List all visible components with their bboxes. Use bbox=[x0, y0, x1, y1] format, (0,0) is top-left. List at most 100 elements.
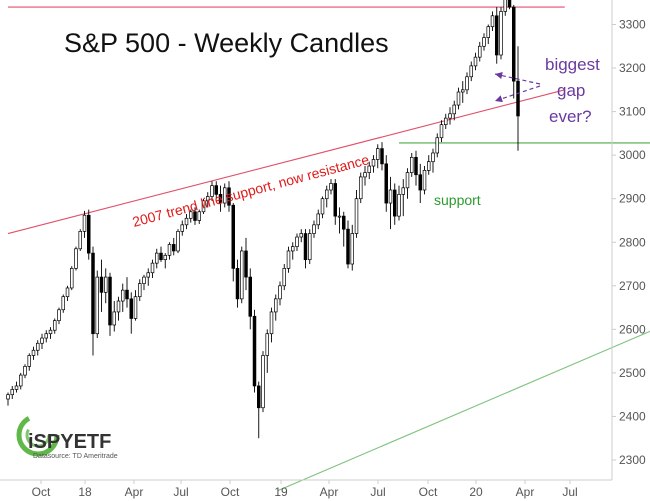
candle-body bbox=[61, 296, 65, 311]
y-tick-label: 2800 bbox=[619, 235, 646, 249]
candle-body bbox=[410, 156, 414, 173]
candle-body bbox=[401, 187, 406, 195]
tick-labels: 2300 2400 2500 2600 2700 2800 2900 3000 3100 3200… bbox=[32, 18, 646, 500]
candle-body bbox=[172, 244, 176, 252]
candle-body bbox=[6, 394, 10, 400]
x-tick-label: Oct bbox=[419, 485, 438, 499]
x-tick-label: Apr bbox=[516, 485, 535, 499]
candle-body bbox=[388, 189, 393, 204]
candle-body bbox=[235, 268, 240, 300]
y-tick-label: 3000 bbox=[619, 148, 646, 162]
candle-body bbox=[507, 0, 512, 8]
candle-body bbox=[133, 296, 138, 319]
x-tick-label: 20 bbox=[469, 485, 483, 499]
candle-body bbox=[469, 65, 474, 78]
candle-body bbox=[240, 250, 244, 300]
x-tick-label: Jul bbox=[370, 485, 385, 499]
candle-body bbox=[86, 214, 91, 254]
y-tick-label: 3300 bbox=[619, 18, 646, 32]
axes bbox=[0, 0, 613, 481]
candle-body bbox=[414, 156, 418, 176]
y-tick-label: 3100 bbox=[619, 105, 646, 119]
candle-body bbox=[23, 366, 27, 376]
candle-body bbox=[57, 309, 61, 321]
candle-body bbox=[495, 15, 499, 56]
candle-body bbox=[320, 198, 325, 215]
y-tick-label: 2300 bbox=[619, 453, 646, 467]
candle-body bbox=[308, 233, 312, 261]
candle-body bbox=[359, 176, 363, 200]
candle-body bbox=[74, 248, 78, 269]
x-tick-label: Oct bbox=[221, 485, 240, 499]
candle-body bbox=[223, 187, 227, 204]
candle-body bbox=[376, 148, 380, 160]
candle-body bbox=[516, 80, 520, 117]
candle-body bbox=[99, 276, 104, 293]
candle-body bbox=[214, 185, 219, 195]
y-tick-label: 2400 bbox=[619, 409, 646, 423]
candle-body bbox=[342, 215, 346, 230]
candle-body bbox=[129, 298, 134, 319]
candle-body bbox=[48, 329, 53, 335]
candle-body bbox=[189, 211, 193, 219]
candle-body bbox=[14, 385, 19, 390]
candle-body bbox=[452, 104, 457, 115]
candles bbox=[6, 0, 520, 439]
logo-text: iSPYETF bbox=[28, 431, 111, 453]
candle-body bbox=[180, 224, 185, 232]
candle-body bbox=[248, 276, 253, 317]
candle-body bbox=[299, 233, 304, 238]
candle-body bbox=[511, 6, 516, 82]
logo-ring-icon bbox=[16, 413, 60, 457]
candle-body bbox=[393, 189, 397, 217]
candle-body bbox=[499, 11, 503, 56]
y-tick-label: 2700 bbox=[619, 279, 646, 293]
logo-datasource: Datasource: TD Ameritrade bbox=[33, 453, 118, 460]
candle-body bbox=[367, 165, 372, 173]
candle-body bbox=[176, 231, 180, 252]
x-tick-label: Apr bbox=[125, 485, 144, 499]
candle-body bbox=[482, 37, 486, 47]
gap-annotation-line-3: ever? bbox=[549, 107, 592, 126]
candle-body bbox=[142, 276, 146, 284]
candle-body bbox=[257, 385, 261, 409]
candle-body bbox=[227, 187, 231, 206]
chart-title: S&P 500 - Weekly Candles bbox=[64, 28, 389, 58]
candle-body bbox=[197, 211, 202, 221]
candle-body bbox=[231, 204, 236, 269]
x-tick-label: Apr bbox=[320, 485, 339, 499]
candle-body bbox=[184, 217, 189, 226]
candle-body bbox=[138, 283, 142, 298]
candle-body bbox=[10, 389, 15, 396]
candle-body bbox=[150, 262, 155, 274]
candle-body bbox=[316, 213, 321, 226]
candle-body bbox=[19, 374, 23, 387]
candle-body bbox=[503, 0, 508, 12]
candle-body bbox=[65, 287, 70, 298]
candle-body bbox=[265, 333, 270, 356]
candle-body bbox=[337, 215, 342, 218]
x-tick-label: Jul bbox=[562, 485, 577, 499]
candle-body bbox=[146, 272, 151, 278]
candle-body bbox=[384, 163, 389, 204]
candle-body bbox=[95, 276, 99, 335]
y-tick-label: 3200 bbox=[619, 61, 646, 75]
candle-body bbox=[282, 268, 287, 287]
candle-body bbox=[346, 228, 350, 265]
candle-body bbox=[112, 311, 116, 326]
candle-body bbox=[303, 233, 308, 261]
candle-body bbox=[193, 211, 197, 221]
x-tick-label: Oct bbox=[32, 485, 51, 499]
candle-body bbox=[448, 113, 452, 119]
candle-body bbox=[486, 26, 491, 38]
candle-body bbox=[363, 172, 367, 178]
candle-body bbox=[325, 189, 329, 200]
candle-body bbox=[244, 250, 248, 278]
candle-body bbox=[312, 224, 316, 234]
candle-body bbox=[291, 246, 295, 252]
candle-body bbox=[201, 200, 206, 213]
candle-body bbox=[163, 254, 168, 261]
candle-body bbox=[52, 320, 57, 331]
